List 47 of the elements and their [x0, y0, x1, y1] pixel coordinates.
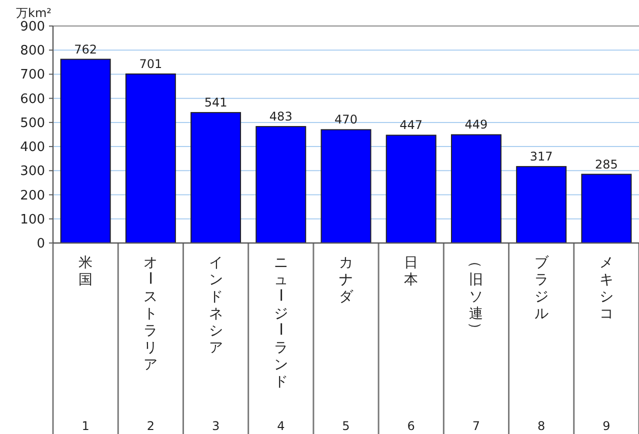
text: 6: [407, 419, 415, 433]
y-tick-label: 600: [20, 92, 45, 107]
bar: [256, 126, 306, 244]
text: 2: [146, 419, 154, 433]
x-tick-label: カナダ: [339, 255, 354, 305]
y-axis-title: 万km²: [16, 6, 52, 20]
y-tick-label: 500: [20, 116, 45, 131]
x-tick-label: 米国: [78, 255, 93, 288]
y-tick-label: 300: [20, 164, 45, 180]
bar: [60, 58, 111, 244]
x-tick-label: オーストラリア: [142, 255, 158, 373]
data-label: 701: [139, 56, 162, 71]
text: 3: [212, 419, 220, 433]
bar: [516, 166, 567, 244]
text: 1: [82, 419, 90, 433]
bar: [125, 73, 176, 244]
y-tick-label: 100: [20, 212, 45, 228]
x-tick-label: ブラジル: [534, 255, 550, 322]
data-label: 470: [334, 112, 358, 127]
bar: [190, 112, 242, 244]
text: 7: [472, 419, 480, 433]
y-tick-label: 0: [36, 236, 45, 252]
y-tick-label: 800: [20, 44, 45, 59]
text: 5: [342, 419, 350, 433]
y-tick-label: 700: [20, 68, 45, 83]
x-tick-label: インドネシア: [208, 255, 223, 356]
data-label: 483: [269, 110, 292, 124]
text: 9: [602, 419, 610, 433]
bar: [450, 134, 502, 244]
text: 8: [538, 419, 546, 433]
y-tick-label: 400: [20, 140, 45, 156]
data-label: 449: [464, 118, 488, 132]
y-tick-label: 200: [20, 188, 45, 204]
data-label: 285: [594, 157, 618, 172]
x-tick-label: ニュージーランド: [272, 255, 288, 390]
data-label: 762: [74, 42, 98, 56]
data-label: 447: [400, 118, 423, 132]
x-tick-label: （旧ソ連）: [467, 254, 484, 336]
data-label: 541: [204, 96, 228, 110]
data-label: 317: [530, 150, 553, 164]
bar: [386, 134, 436, 244]
x-tick-label: 日本: [404, 255, 418, 288]
bar: [581, 174, 632, 244]
y-tick-label: 900: [20, 20, 45, 34]
bar: [320, 129, 372, 244]
x-tick-label: メキシコ: [599, 255, 614, 322]
text: 4: [277, 419, 285, 433]
